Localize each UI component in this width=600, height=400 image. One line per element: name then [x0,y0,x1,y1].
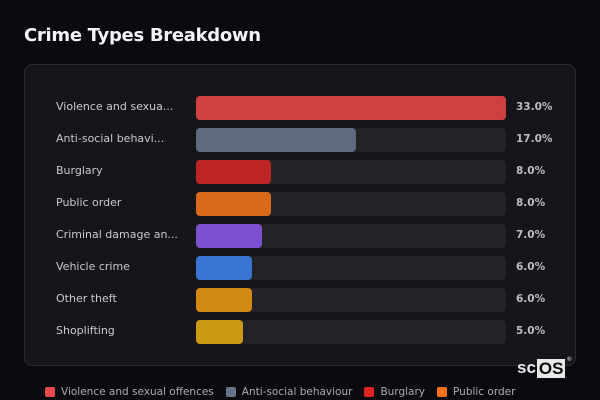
bar-value: 8.0% [516,197,546,209]
bar-row: Public order 8.0% [25,192,577,216]
legend-swatch-icon [364,387,375,397]
legend-swatch-icon [45,387,55,397]
bar-row: Other theft 6.0% [25,288,577,312]
bar-fill[interactable] [196,224,262,248]
logo-os: OS [536,358,566,378]
bar-value: 7.0% [516,229,546,241]
bar-track [196,96,506,120]
bar-label: Criminal damage an... [56,228,178,241]
legend-item[interactable]: Burglary [364,386,425,398]
bar-track [196,160,506,184]
bar-value: 17.0% [516,133,553,145]
bar-fill[interactable] [196,288,253,312]
bar-track [196,288,506,312]
bar-fill[interactable] [196,192,272,216]
legend-label: Public order [453,386,516,398]
bar-track [196,128,506,152]
bar-row: Vehicle crime 6.0% [25,256,577,280]
bar-track [196,192,506,216]
bar-fill[interactable] [196,160,272,184]
bar-label: Violence and sexua... [56,100,174,113]
legend-swatch-icon [225,387,236,397]
registered-mark: ® [567,357,572,363]
bar-track [196,320,506,344]
bar-label: Other theft [56,292,117,305]
bar-row: Violence and sexua... 33.0% [25,96,577,120]
scos-logo: sc OS ® [517,357,571,378]
bar-value: 6.0% [516,261,546,273]
legend-item[interactable]: Anti-social behaviour [225,386,353,398]
legend-swatch-icon [437,387,448,397]
bar-row: Shoplifting 5.0% [25,320,577,344]
bar-fill[interactable] [196,320,243,344]
bar-fill[interactable] [196,96,506,120]
legend-item[interactable]: Public order [437,386,515,398]
bar-value: 5.0% [516,325,546,337]
bar-value: 6.0% [516,293,546,305]
bar-label: Burglary [56,164,103,177]
legend-item[interactable]: Violence and sexual offences [45,386,214,398]
bar-track [196,224,506,248]
bar-track [196,256,506,280]
logo-sc: sc [517,358,536,377]
bar-fill[interactable] [196,256,253,280]
chart-title: Crime Types Breakdown [24,25,261,46]
bar-row: Burglary 8.0% [25,160,577,184]
bar-label: Shoplifting [56,324,115,337]
chart-card: Violence and sexua... 33.0% Anti-social be… [24,64,576,366]
bar-value: 33.0% [516,101,553,113]
bar-row: Anti-social behavi... 17.0% [25,128,577,152]
bar-row: Criminal damage an... 7.0% [25,224,577,248]
legend-label: Anti-social behaviour [241,386,353,398]
bar-value: 8.0% [516,165,546,177]
legend-label: Burglary [380,386,426,398]
chart-legend: Violence and sexual offences Anti-social … [45,386,515,398]
bar-label: Public order [56,196,122,209]
legend-label: Violence and sexual offences [61,386,214,398]
bar-label: Anti-social behavi... [56,132,165,145]
bar-fill[interactable] [196,128,356,152]
bar-label: Vehicle crime [56,260,130,273]
